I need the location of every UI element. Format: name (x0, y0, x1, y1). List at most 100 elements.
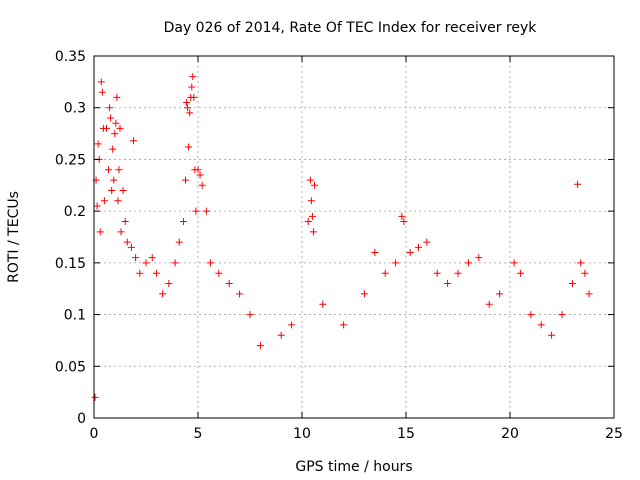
data-point (236, 290, 244, 298)
data-point (444, 280, 452, 288)
data-point (100, 197, 108, 205)
data-point (190, 93, 198, 101)
data-point (340, 321, 348, 329)
data-point (94, 140, 102, 148)
y-tick-label: 0.2 (64, 204, 86, 220)
data-point (109, 145, 117, 153)
data-point (516, 269, 524, 277)
data-points (91, 73, 593, 401)
data-point (423, 238, 431, 246)
data-point (577, 259, 585, 267)
data-point (308, 212, 316, 220)
y-tick-label: 0.05 (55, 359, 86, 375)
data-point (175, 238, 183, 246)
data-point (581, 269, 589, 277)
data-point (188, 83, 196, 91)
data-point (433, 269, 441, 277)
y-axis-label: ROTI / TECUs (6, 191, 22, 283)
data-point (319, 300, 327, 308)
y-tick-label: 0.15 (55, 256, 86, 272)
data-point (102, 124, 110, 132)
x-tick-label: 15 (397, 426, 415, 442)
data-point (406, 249, 414, 257)
x-tick-label: 25 (605, 426, 623, 442)
y-tick-label: 0.35 (55, 49, 86, 65)
data-point (414, 243, 422, 251)
x-tick-label: 0 (90, 426, 99, 442)
plot-frame (93, 55, 615, 419)
data-point (108, 186, 116, 194)
data-point (114, 197, 122, 205)
data-point (136, 269, 144, 277)
data-point (381, 269, 389, 277)
data-point (130, 137, 138, 145)
data-point (132, 254, 140, 262)
data-point (106, 104, 114, 112)
data-point (112, 119, 120, 127)
data-point (585, 290, 593, 298)
data-point (183, 99, 191, 107)
data-point (184, 104, 192, 112)
data-point (115, 166, 123, 174)
data-point (111, 130, 119, 138)
data-point (98, 88, 106, 96)
data-point (307, 197, 315, 205)
data-point (93, 202, 101, 210)
data-point (527, 311, 535, 319)
data-point (110, 176, 118, 184)
data-point (306, 176, 314, 184)
chart-title: Day 026 of 2014, Rate Of TEC Index for r… (164, 20, 538, 36)
data-point (105, 166, 113, 174)
data-point (192, 207, 200, 215)
data-point (113, 93, 121, 101)
axis-ticks: 0 5 10 15 20 25 0 0.05 0.1 0.15 0.2 0.25 0.3 0.35 (55, 49, 623, 442)
y-tick-label: 0 (77, 411, 86, 427)
data-point (91, 393, 99, 401)
data-point (304, 217, 312, 225)
data-point (310, 181, 318, 189)
data-point (277, 331, 285, 339)
data-point (142, 259, 150, 267)
data-point (123, 238, 131, 246)
data-point (371, 249, 379, 257)
y-tick-label: 0.1 (64, 308, 86, 324)
data-point (116, 124, 124, 132)
data-point (206, 259, 214, 267)
data-point (189, 73, 197, 81)
data-point (196, 171, 204, 179)
x-tick-label: 5 (194, 426, 203, 442)
data-point (392, 259, 400, 267)
y-tick-label: 0.3 (64, 101, 86, 117)
data-point (256, 342, 264, 350)
data-point (117, 228, 125, 236)
data-point (568, 280, 576, 288)
data-point (537, 321, 545, 329)
data-point (179, 217, 187, 225)
data-point (309, 228, 317, 236)
data-point (127, 243, 135, 251)
data-point (159, 290, 167, 298)
data-point (152, 269, 160, 277)
data-point (558, 311, 566, 319)
data-point (198, 181, 206, 189)
data-point (119, 186, 127, 194)
data-point (202, 207, 210, 215)
data-point (182, 176, 190, 184)
data-point (288, 321, 296, 329)
data-point (97, 78, 105, 86)
data-point (475, 254, 483, 262)
data-point (185, 143, 193, 151)
data-point (165, 280, 173, 288)
data-point (246, 311, 254, 319)
data-point (464, 259, 472, 267)
data-point (360, 290, 368, 298)
data-point (574, 180, 582, 188)
x-tick-label: 20 (501, 426, 519, 442)
y-tick-label: 0.25 (55, 152, 86, 168)
data-point (225, 280, 233, 288)
data-point (107, 114, 115, 122)
data-point (496, 290, 504, 298)
data-point (485, 300, 493, 308)
data-point (510, 259, 518, 267)
